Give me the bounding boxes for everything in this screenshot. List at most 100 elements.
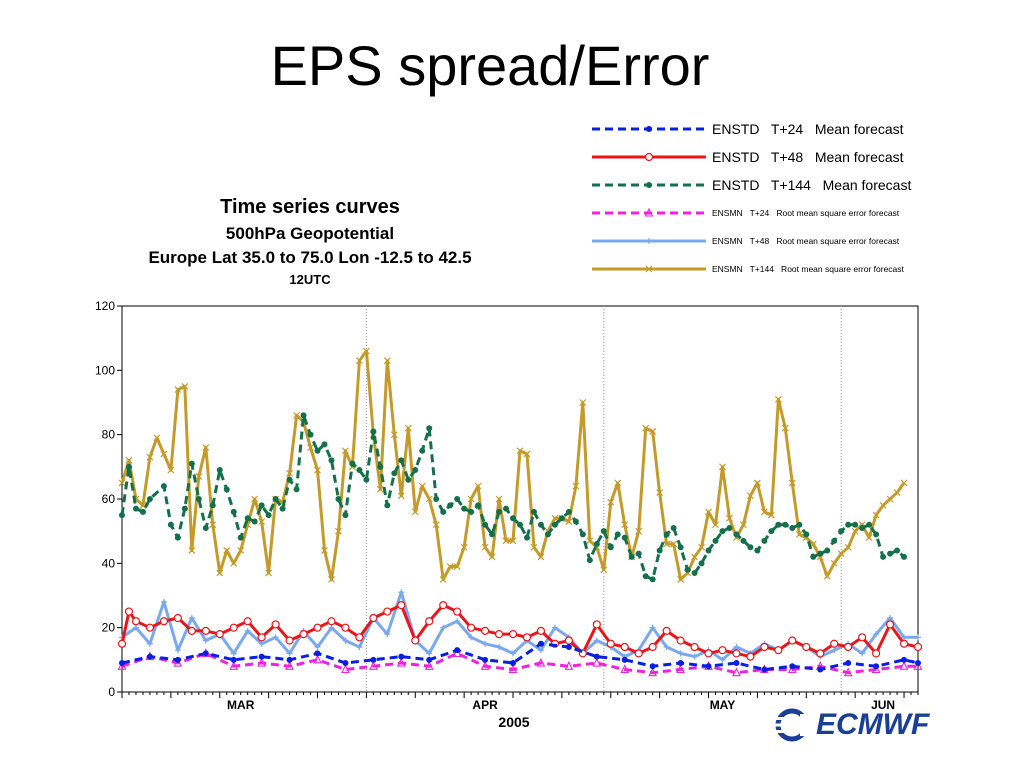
series-5-point-89 bbox=[740, 521, 747, 529]
series-2-point-36 bbox=[377, 463, 384, 470]
series-5-point-110 bbox=[886, 495, 894, 503]
series-1-point-40 bbox=[662, 626, 671, 635]
series-2-point-67 bbox=[593, 541, 600, 548]
chart-title: Time series curves bbox=[220, 196, 400, 218]
series-2-point-9 bbox=[188, 460, 195, 467]
series-5-point-75 bbox=[642, 424, 650, 432]
series-0-point-8 bbox=[342, 660, 349, 667]
legend-marker-2 bbox=[646, 182, 652, 188]
legend-entry-1: ENSTD T+48 Mean forecast bbox=[592, 149, 904, 165]
series-4-point-15 bbox=[328, 624, 335, 631]
series-0-point-28 bbox=[901, 656, 908, 663]
series-5-point-97 bbox=[795, 530, 803, 538]
series-4-point-5 bbox=[188, 615, 195, 622]
series-1-point-36 bbox=[606, 639, 615, 648]
series-0-point-11 bbox=[426, 656, 433, 663]
series-0-point-6 bbox=[286, 656, 293, 663]
series-4-point-55 bbox=[887, 615, 894, 622]
series-1-point-9 bbox=[229, 623, 238, 632]
series-4-point-6 bbox=[202, 637, 209, 644]
series-0-point-23 bbox=[761, 666, 768, 673]
series-2-point-73 bbox=[635, 550, 642, 557]
series-5-point-105 bbox=[851, 527, 859, 535]
series-5-point-44 bbox=[425, 495, 433, 503]
series-2-point-76 bbox=[656, 547, 663, 554]
series-5-point-42 bbox=[411, 508, 419, 516]
series-2-point-110 bbox=[894, 547, 901, 554]
series-0-line bbox=[121, 642, 919, 671]
series-5-point-6 bbox=[160, 450, 168, 458]
series-2-point-97 bbox=[803, 531, 810, 538]
series-5-point-34 bbox=[355, 357, 363, 365]
series-2-point-29 bbox=[328, 457, 335, 464]
series-4-point-22 bbox=[426, 650, 433, 657]
series-2-point-18 bbox=[251, 518, 258, 525]
series-5-point-47 bbox=[446, 563, 454, 570]
series-4-point-40 bbox=[677, 650, 684, 657]
y-tick-label-3: 60 bbox=[102, 492, 116, 506]
series-2-point-48 bbox=[461, 505, 468, 512]
series-5-point-24 bbox=[286, 469, 294, 477]
series-5-point-58 bbox=[523, 450, 531, 458]
series-3-point-14 bbox=[508, 664, 518, 674]
series-5-point-57 bbox=[516, 447, 524, 455]
series-2-point-108 bbox=[880, 553, 887, 560]
series-2-point-80 bbox=[684, 566, 691, 573]
series-1-point-25 bbox=[453, 607, 462, 616]
series-2-point-96 bbox=[796, 521, 803, 528]
series-3-point-9 bbox=[368, 661, 378, 670]
series-5-point-21 bbox=[265, 569, 273, 577]
series-3-point-6 bbox=[285, 661, 294, 670]
series-3-point-27 bbox=[871, 664, 881, 674]
series-2-point-60 bbox=[544, 531, 551, 538]
series-5-point-39 bbox=[390, 431, 398, 439]
series-5-point-12 bbox=[202, 444, 210, 451]
series-0-point-12 bbox=[454, 647, 461, 654]
series-2-point-39 bbox=[398, 457, 405, 464]
series-5-point-25 bbox=[293, 411, 300, 419]
series-4-point-23 bbox=[440, 624, 447, 631]
series-2-point-17 bbox=[244, 515, 251, 522]
series-3-point-12 bbox=[452, 648, 462, 657]
series-5-point-35 bbox=[362, 347, 370, 355]
series-2-point-62 bbox=[558, 515, 565, 522]
series-3-line bbox=[121, 651, 918, 675]
series-1-point-51 bbox=[816, 649, 825, 658]
series-2-point-79 bbox=[677, 544, 684, 551]
legend-label-4: ENSMN T+48 Root mean square error foreca… bbox=[712, 236, 900, 246]
legend-label-0: ENSTD T+24 Mean forecast bbox=[712, 121, 904, 137]
series-5-point-92 bbox=[760, 508, 768, 516]
series-2-point-74 bbox=[642, 573, 649, 580]
legend-entry-2: ENSTD T+144 Mean forecast bbox=[592, 177, 911, 193]
series-0-point-13 bbox=[482, 656, 489, 663]
x-axis-label: 2005 bbox=[498, 714, 529, 730]
series-5-point-27 bbox=[307, 444, 314, 451]
series-5-point-45 bbox=[432, 521, 440, 529]
series-5-point-72 bbox=[621, 521, 629, 529]
series-5-point-107 bbox=[865, 534, 873, 542]
series-2-point-44 bbox=[433, 496, 440, 502]
ecmwf-logo-mark-icon bbox=[770, 708, 816, 742]
series-2-point-57 bbox=[523, 534, 530, 541]
ecmwf-logo-text: ECMWF bbox=[816, 708, 930, 741]
series-2-point-77 bbox=[663, 531, 670, 538]
series-4-point-1 bbox=[132, 624, 139, 631]
series-5-point-104 bbox=[844, 543, 852, 551]
series-1-point-6 bbox=[187, 626, 196, 635]
series-5-point-3 bbox=[139, 502, 147, 509]
series-2-point-13 bbox=[216, 467, 223, 474]
series-0-point-20 bbox=[677, 660, 684, 667]
series-5-point-90 bbox=[746, 492, 754, 500]
series-1-point-26 bbox=[467, 623, 476, 632]
series-3 bbox=[117, 648, 923, 677]
series-2-point-45 bbox=[440, 508, 447, 515]
series-2-point-103 bbox=[845, 521, 852, 528]
legend-label-5: ENSMN T+144 Root mean square error forec… bbox=[712, 264, 905, 274]
series-5-point-56 bbox=[509, 537, 517, 545]
series-1-point-53 bbox=[844, 642, 853, 652]
series-4-point-31 bbox=[551, 624, 558, 631]
series-2-point-41 bbox=[412, 467, 419, 474]
series-2-point-88 bbox=[740, 537, 747, 544]
series-5-point-82 bbox=[691, 553, 698, 561]
series-5-point-62 bbox=[551, 514, 559, 522]
